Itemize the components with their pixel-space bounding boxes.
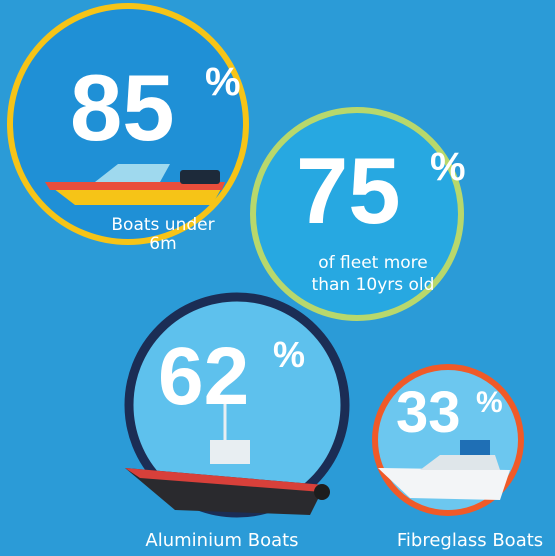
stat-label: Fibreglass Boats [397,530,543,551]
boat-icon [378,440,510,500]
boat-icon [45,164,225,205]
stat-label: Boats under [111,215,214,235]
circle-62 [124,292,350,518]
stat-unit: % [273,334,305,375]
stat-label: 6m [149,234,176,254]
stat-label: Aluminium Boats [145,530,298,551]
stat-unit: % [205,60,241,104]
stat-unit: % [476,386,503,419]
stat-value: 75 [296,138,401,243]
stat-value: 85 [70,55,175,160]
stat-value: 62 [158,331,249,422]
circle-75 [250,107,464,321]
boat-icon [125,400,330,515]
stat-label: than 10yrs old [312,275,435,295]
stat-unit: % [430,145,466,189]
stat-value: 33 [396,380,461,445]
stat-label: of fleet more [318,253,428,273]
